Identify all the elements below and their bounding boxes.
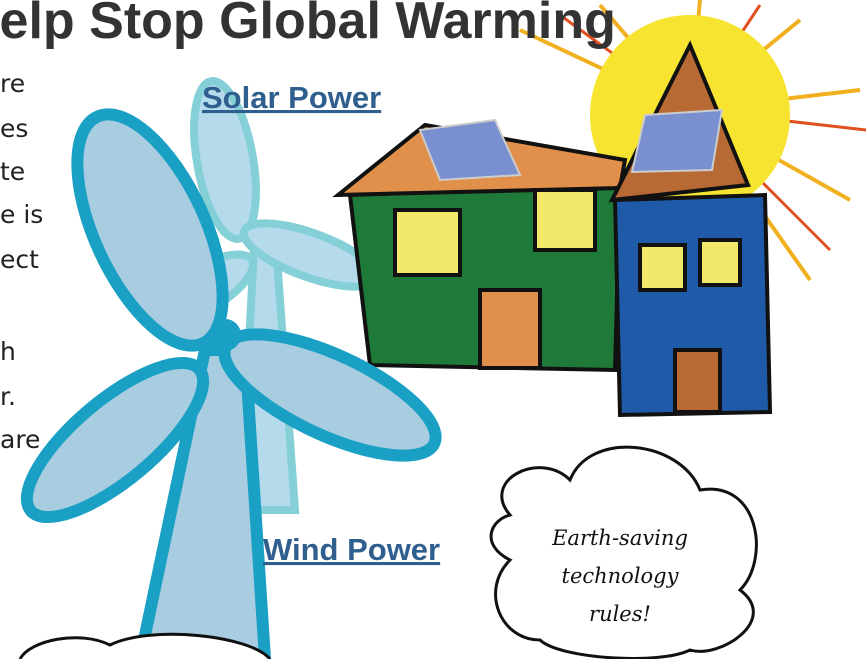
page: Help Stop Global Warming reestee isecthr… bbox=[0, 0, 866, 659]
speech-cloud bbox=[491, 447, 756, 658]
body-line: e is bbox=[0, 200, 43, 229]
body-line: es bbox=[0, 114, 28, 143]
body-line: r. bbox=[0, 382, 16, 411]
body-line: are bbox=[0, 425, 40, 454]
solar-power-link[interactable]: Solar Power bbox=[202, 80, 381, 115]
cloud-line: Earth-saving bbox=[551, 526, 688, 550]
page-canvas: Help Stop Global Warming reestee isecthr… bbox=[0, 0, 866, 659]
wind-power-link[interactable]: Wind Power bbox=[263, 532, 440, 567]
body-line: ect bbox=[0, 245, 39, 274]
green-house bbox=[338, 120, 625, 370]
body-line: re bbox=[0, 69, 25, 98]
body-line: te bbox=[0, 157, 25, 186]
cloud-line: technology bbox=[562, 564, 680, 588]
body-line: h bbox=[0, 337, 16, 366]
cloud-line: rules! bbox=[589, 602, 651, 626]
page-title: Help Stop Global Warming bbox=[0, 0, 616, 50]
body-text: re es te e is ect h r. are bbox=[0, 69, 43, 454]
